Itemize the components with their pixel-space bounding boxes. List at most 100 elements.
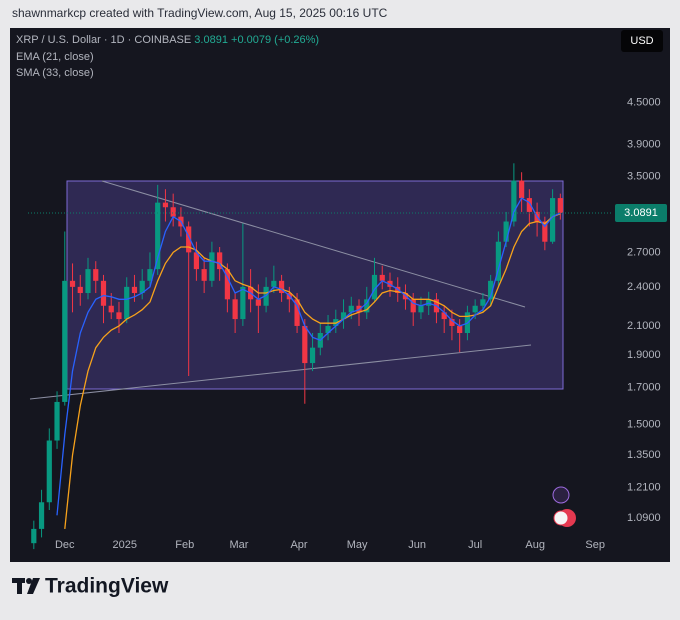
- candle-body: [31, 528, 37, 544]
- candle-body: [503, 221, 509, 242]
- candle-body: [186, 226, 192, 253]
- candle-body: [379, 274, 385, 281]
- y-tick-label: 4.5000: [627, 97, 661, 109]
- candle-body: [201, 269, 207, 281]
- candle-body: [488, 280, 494, 300]
- symbol: XRP / U.S. Dollar · 1D · COINBASE: [16, 34, 191, 46]
- y-tick-label: 1.7000: [627, 382, 661, 394]
- x-tick-label: Apr: [290, 539, 307, 551]
- candle-body: [209, 252, 215, 281]
- candle-body: [340, 312, 347, 320]
- candle-body: [480, 299, 486, 306]
- candle-body: [240, 286, 246, 320]
- icon[interactable]: [553, 510, 569, 526]
- candle-body: [77, 286, 83, 294]
- candle-body: [224, 269, 230, 300]
- y-tick-label: 1.0900: [627, 512, 661, 524]
- y-tick-label: 1.9000: [627, 349, 661, 361]
- candle-body: [131, 286, 138, 294]
- candle-body: [263, 286, 269, 306]
- legend-entry: SMA (33, close): [16, 67, 94, 79]
- candle-body: [371, 274, 378, 300]
- candle-body: [309, 347, 316, 364]
- candle-body: [232, 299, 238, 320]
- change-pct: (+0.26%): [274, 34, 319, 46]
- candle-body: [364, 299, 370, 313]
- candle-body: [193, 252, 200, 270]
- y-tick-label: 1.5000: [627, 418, 661, 430]
- candle-body: [441, 312, 447, 320]
- x-tick-label: Dec: [55, 539, 75, 551]
- x-tick-label: Jul: [468, 539, 482, 551]
- y-tick-label: 1.3500: [627, 449, 661, 461]
- x-tick-label: 2025: [113, 539, 137, 551]
- candle-body: [147, 269, 153, 281]
- x-tick-label: Mar: [230, 539, 249, 551]
- legend-symbol: XRP / U.S. Dollar · 1D · COINBASE 3.0891…: [16, 34, 319, 46]
- x-tick-label: May: [347, 539, 368, 551]
- legend-entry: EMA (21, close): [16, 51, 94, 63]
- y-tick-label: 1.2100: [627, 481, 661, 493]
- currency[interactable]: USD: [630, 35, 653, 47]
- candle-body: [108, 305, 114, 313]
- indicator-line: [56, 197, 561, 516]
- candle-body: [511, 180, 517, 222]
- candle-body: [100, 280, 107, 306]
- x-tick-label: Aug: [525, 539, 545, 551]
- y-tick-label: 3.9000: [627, 139, 661, 151]
- candle-body: [170, 207, 176, 217]
- candle-body: [124, 286, 130, 320]
- author-line: shawnmarkcp created with TradingView.com…: [12, 6, 388, 20]
- trend-line: [29, 344, 532, 400]
- y-tick-label: 3.5000: [627, 170, 661, 182]
- trend-line: [101, 180, 526, 308]
- candle-body: [162, 202, 169, 208]
- candle-body: [85, 269, 91, 294]
- candle-body: [217, 252, 223, 270]
- candle-body: [557, 198, 563, 213]
- last-price-box: [615, 203, 667, 222]
- candle-body: [457, 325, 463, 334]
- candle-body: [495, 241, 501, 281]
- x-tick-label: Jun: [408, 539, 426, 551]
- indicator-line: [64, 213, 561, 529]
- y-tick-label: 2.1000: [627, 320, 661, 332]
- plot: [28, 163, 613, 550]
- currency-box[interactable]: [621, 30, 663, 52]
- candle-body: [69, 280, 76, 287]
- candle-body: [46, 440, 52, 503]
- candle-body: [116, 312, 122, 320]
- candle-body: [54, 401, 60, 441]
- icon[interactable]: [552, 486, 570, 504]
- last-price-label: 3.0891: [624, 207, 658, 219]
- change: +0.0079: [231, 34, 271, 46]
- candle-body: [294, 299, 300, 326]
- candle-body: [62, 280, 68, 402]
- candle-body: [302, 325, 308, 364]
- candle-body: [278, 280, 285, 294]
- candle-body: [472, 305, 478, 313]
- brand: TradingView: [45, 575, 169, 598]
- x-tick-label: Feb: [175, 539, 194, 551]
- candle-body: [519, 180, 525, 199]
- y-tick-label: 2.4000: [627, 281, 661, 293]
- candle-body: [549, 198, 556, 242]
- candle-body: [325, 325, 331, 334]
- logo: [12, 578, 40, 594]
- chart-panel: [10, 28, 670, 562]
- candle-body: [418, 305, 424, 313]
- candle-body: [348, 305, 354, 313]
- candle-body: [449, 319, 455, 326]
- candle-body: [38, 502, 45, 529]
- candle-body: [139, 280, 145, 294]
- candle-body: [542, 221, 548, 242]
- candle-body: [155, 202, 161, 270]
- candle-body: [93, 269, 99, 281]
- candle-body: [526, 198, 532, 212]
- candle-body: [271, 280, 277, 287]
- x-tick-label: Sep: [585, 539, 605, 551]
- candle-body: [410, 299, 416, 313]
- last-price: 3.0891: [194, 34, 228, 46]
- candle-body: [255, 299, 261, 306]
